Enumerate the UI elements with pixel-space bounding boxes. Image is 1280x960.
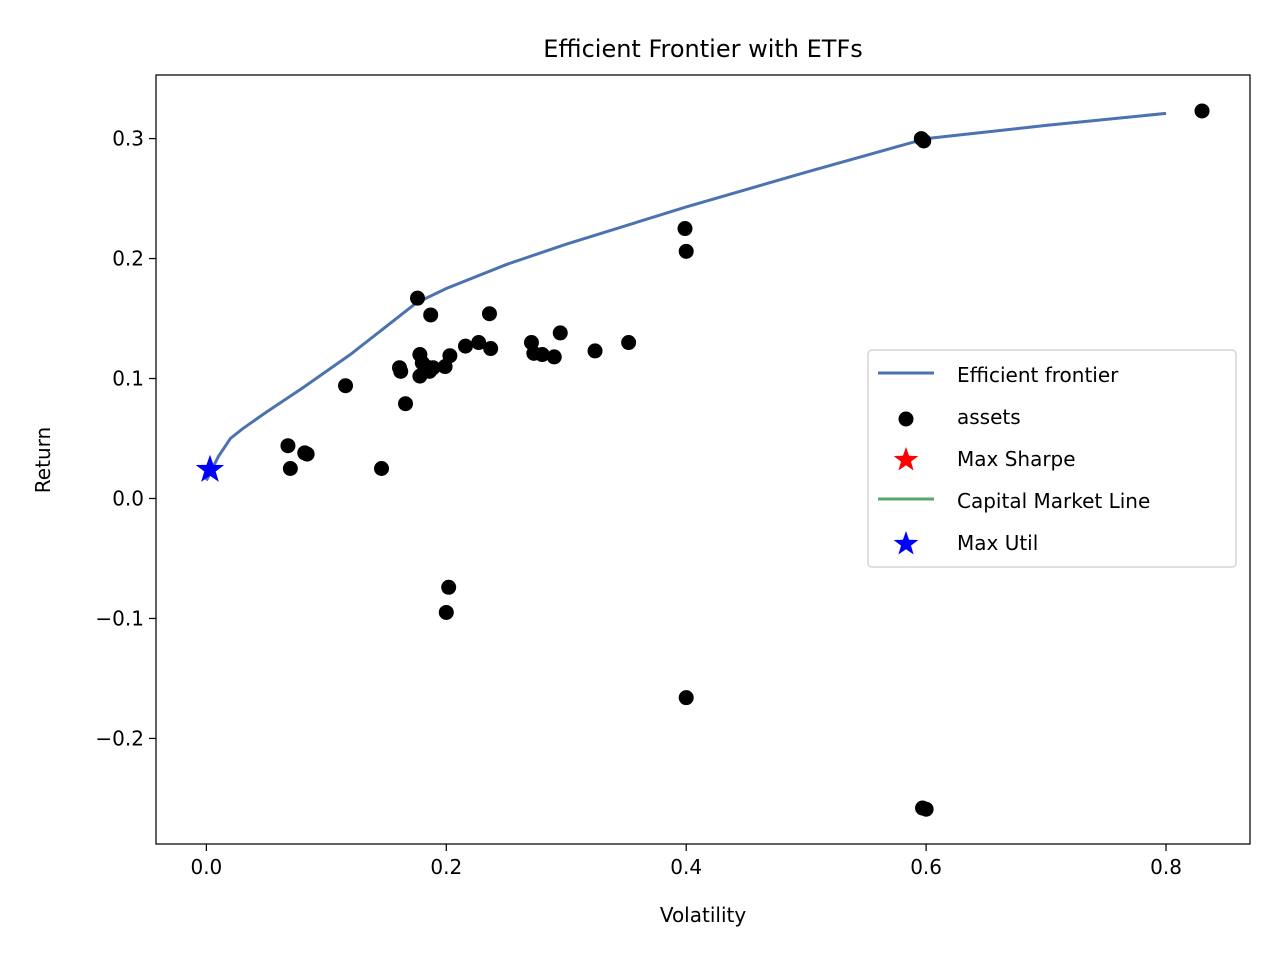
asset-point — [678, 243, 694, 259]
legend-label: Max Sharpe — [957, 447, 1076, 471]
x-tick-label: 0.2 — [430, 855, 462, 879]
asset-point — [483, 341, 499, 357]
asset-point — [481, 306, 497, 322]
y-tick-label: 0.2 — [112, 247, 144, 271]
asset-point — [621, 335, 637, 351]
asset-point — [471, 335, 487, 351]
plot-area-frame — [155, 74, 1251, 845]
asset-point — [299, 446, 315, 462]
asset-point — [410, 290, 425, 306]
asset-point — [587, 343, 603, 359]
y-axis-label: Return — [31, 427, 55, 493]
legend-label: assets — [957, 405, 1021, 429]
y-tick-label: 0.3 — [112, 127, 144, 151]
asset-point — [678, 690, 694, 706]
legend-dot-swatch — [898, 411, 914, 427]
asset-point — [438, 604, 454, 620]
asset-point — [425, 360, 441, 376]
x-axis-ticks: 0.0 0.2 0.4 0.6 0.8 — [190, 844, 1182, 879]
asset-point — [338, 378, 354, 394]
x-axis-label: Volatility — [660, 903, 747, 927]
asset-point — [280, 438, 296, 454]
legend-label: Efficient frontier — [957, 363, 1119, 387]
asset-point — [918, 801, 934, 817]
asset-point — [282, 461, 298, 476]
legend-star-swatch — [893, 447, 919, 471]
asset-point — [534, 347, 550, 363]
y-tick-label: −0.1 — [95, 606, 144, 630]
asset-point — [374, 461, 390, 476]
asset-point — [916, 133, 932, 149]
asset-point — [1194, 103, 1210, 119]
chart-title: Efficient Frontier with ETFs — [543, 35, 863, 63]
y-axis-ticks: −0.2 −0.1 0.0 0.1 0.2 0.3 — [95, 127, 156, 750]
legend-star-swatch — [893, 531, 919, 555]
asset-point — [552, 325, 568, 341]
x-tick-label: 0.8 — [1150, 855, 1182, 879]
y-tick-label: 0.0 — [112, 486, 144, 510]
assets-layer — [280, 103, 1210, 817]
asset-point — [457, 338, 473, 354]
y-tick-label: −0.2 — [95, 726, 144, 750]
x-tick-label: 0.0 — [190, 855, 222, 879]
legend-label: Capital Market Line — [957, 489, 1150, 513]
asset-point — [393, 363, 409, 379]
asset-point — [442, 348, 458, 364]
x-tick-label: 0.6 — [910, 855, 942, 879]
legend-box — [867, 349, 1237, 568]
markers-layer — [195, 454, 225, 482]
asset-point — [546, 349, 562, 365]
x-tick-label: 0.4 — [670, 855, 702, 879]
asset-point — [441, 579, 457, 595]
legend: Efficient frontier assets Max Sharpe Capita… — [867, 349, 1237, 568]
max-util-star-marker — [195, 454, 225, 482]
y-tick-label: 0.1 — [112, 367, 144, 391]
asset-point — [677, 221, 693, 237]
asset-point — [398, 396, 414, 412]
legend-label: Max Util — [957, 531, 1038, 555]
asset-point — [423, 307, 439, 323]
